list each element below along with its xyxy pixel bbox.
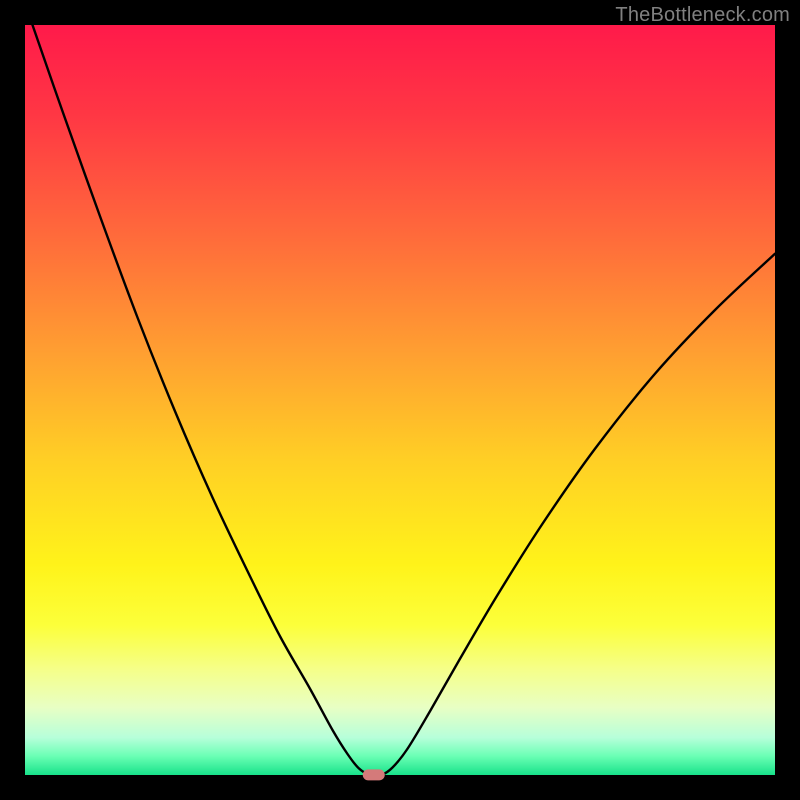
chart-minimum-marker [363, 769, 386, 780]
chart-plot-area [25, 25, 775, 775]
watermark-text: TheBottleneck.com [615, 4, 790, 27]
chart-curve [25, 25, 775, 775]
